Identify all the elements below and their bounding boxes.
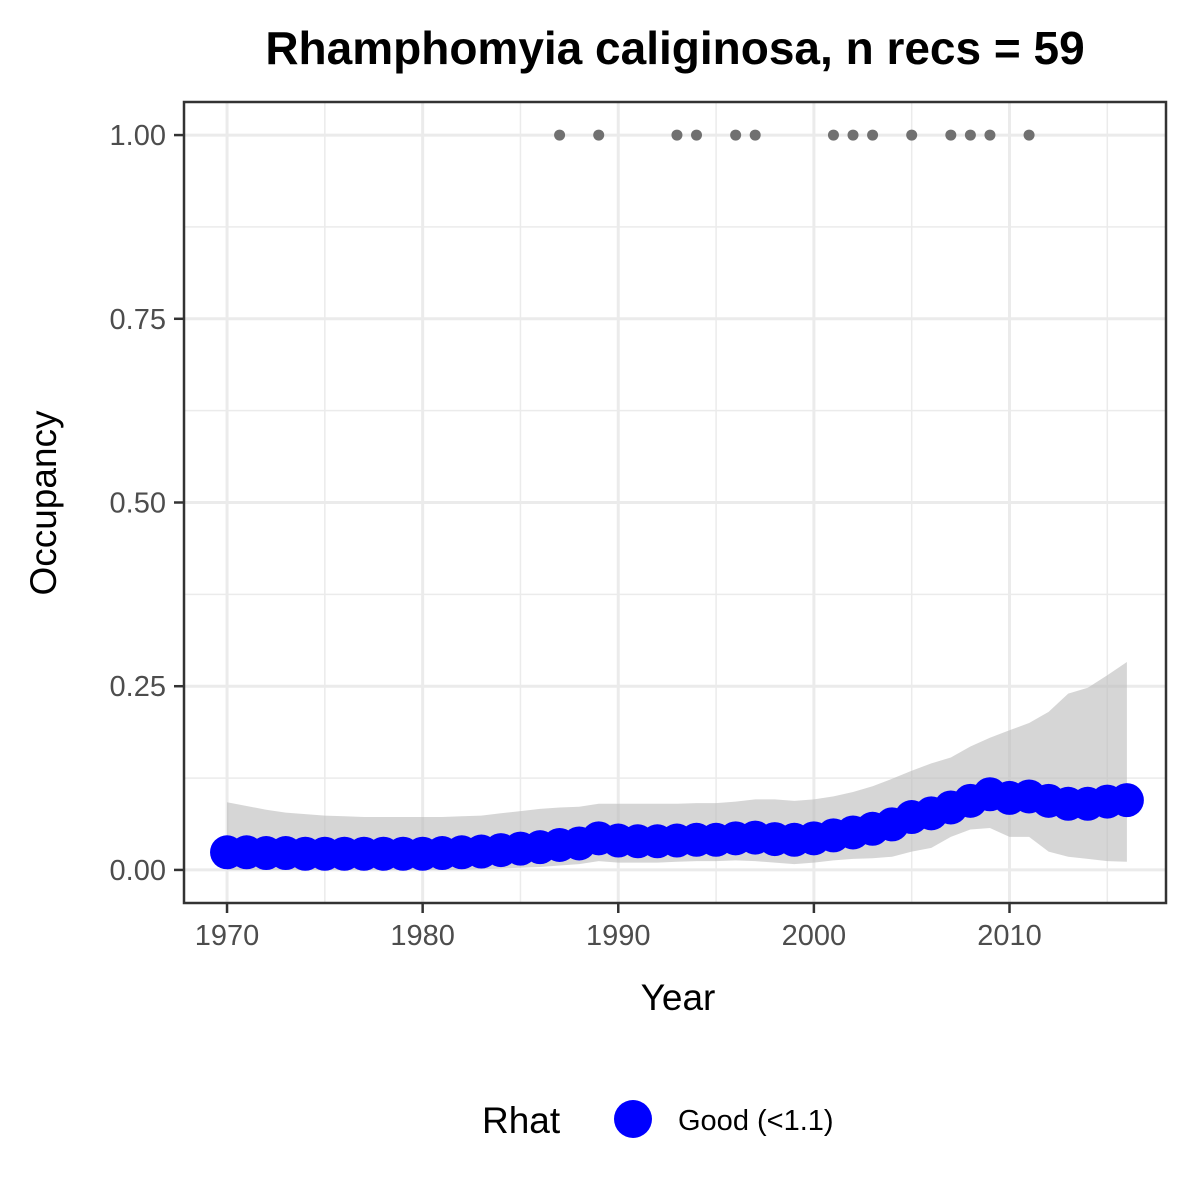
- record-point-2005: [906, 129, 918, 141]
- record-point-2002: [847, 129, 859, 141]
- y-tick-label: 0.75: [110, 304, 166, 336]
- x-tick-label: 1990: [586, 920, 651, 952]
- record-point-1994: [691, 129, 703, 141]
- occupancy-points: [210, 777, 1144, 871]
- record-point-2008: [964, 129, 976, 141]
- legend-label-good: Good (<1.1): [678, 1105, 834, 1137]
- chart-title: Rhamphomyia caliginosa, n recs = 59: [265, 22, 1084, 74]
- y-axis: 0.00 0.25 0.50 0.75 1.00: [110, 120, 184, 887]
- x-tick-label: 2010: [977, 920, 1042, 952]
- x-axis: 1970 1980 1990 2000 2010: [195, 903, 1042, 952]
- record-point-2011: [1023, 129, 1035, 141]
- record-point-2001: [827, 129, 839, 141]
- legend: Rhat Good (<1.1): [482, 1100, 834, 1141]
- record-point-1993: [671, 129, 683, 141]
- record-point-2003: [867, 129, 879, 141]
- y-tick-label: 0.00: [110, 855, 166, 887]
- y-tick-label: 0.50: [110, 488, 166, 520]
- y-tick-label: 0.25: [110, 671, 166, 703]
- x-tick-label: 1970: [195, 920, 260, 952]
- record-point-1996: [730, 129, 742, 141]
- x-axis-title: Year: [641, 977, 716, 1018]
- y-axis-title: Occupancy: [23, 410, 64, 596]
- plot-panel: [182, 100, 1168, 905]
- x-tick-label: 1980: [390, 920, 455, 952]
- record-point-1997: [749, 129, 761, 141]
- record-point-2007: [945, 129, 957, 141]
- record-point-2009: [984, 129, 996, 141]
- legend-title: Rhat: [482, 1100, 561, 1141]
- record-points: [554, 129, 1035, 141]
- record-point-1989: [593, 129, 605, 141]
- occupancy-point-2016: [1109, 783, 1144, 818]
- legend-key-good: [614, 1100, 652, 1138]
- x-tick-label: 2000: [782, 920, 847, 952]
- record-point-1987: [554, 129, 566, 141]
- y-tick-label: 1.00: [110, 120, 166, 152]
